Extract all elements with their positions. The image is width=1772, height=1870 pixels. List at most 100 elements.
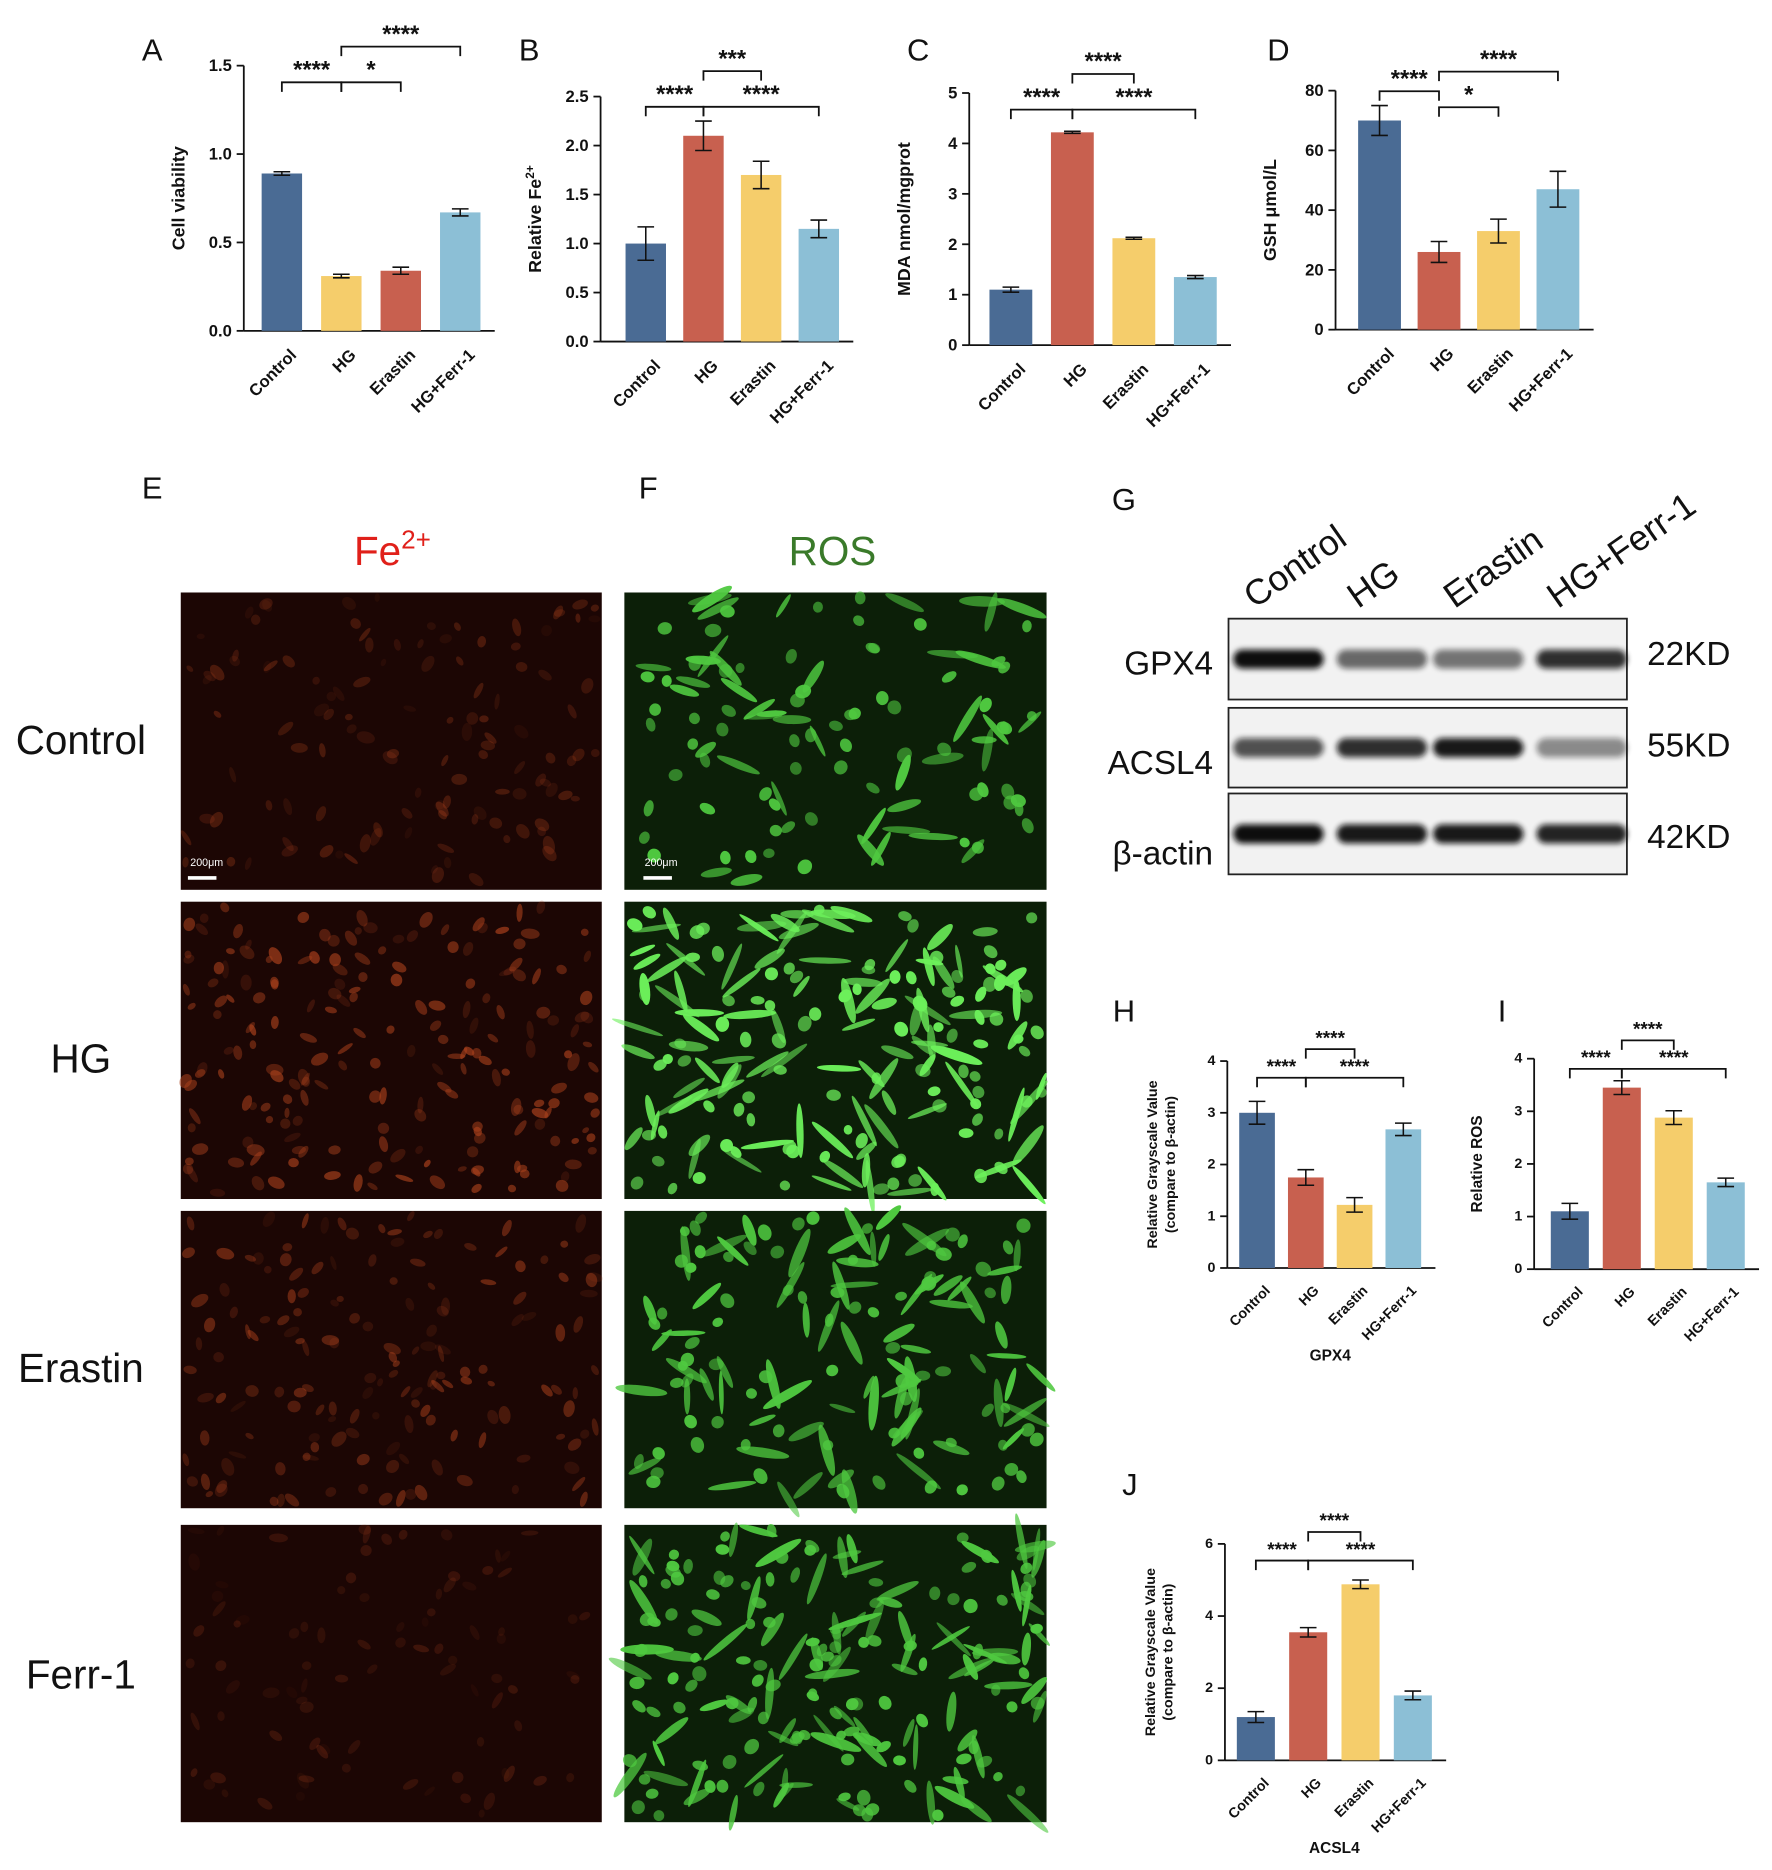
cell [628,1457,662,1475]
cell [802,660,825,693]
cell [945,1061,979,1108]
bar [440,212,481,331]
blot-band [1433,824,1524,844]
cell [263,660,278,672]
cell [638,1774,651,1785]
cell [216,1480,228,1493]
cell [572,748,585,762]
cell [991,1476,1005,1491]
cell [199,1430,210,1446]
cell [207,978,219,988]
cell [368,1254,377,1267]
blot-band [1433,738,1524,758]
cell [898,911,912,922]
cell [336,994,351,1007]
cell [723,1009,777,1020]
cell [229,655,240,667]
cell [665,1608,678,1621]
y-tick-label: 80 [1305,81,1324,100]
cell [789,970,804,984]
cell [386,1459,400,1474]
cell [516,823,530,839]
cell [280,1118,291,1129]
cell [420,1404,431,1417]
cell [958,1128,974,1138]
cell [608,1657,652,1680]
cell [553,605,564,620]
cell [692,585,732,613]
error-bar [1404,1690,1422,1701]
cell [202,675,212,685]
cell [813,904,825,915]
cell [362,1321,374,1332]
cell [392,961,407,973]
cell [913,618,927,631]
cell [690,1436,705,1453]
cell [778,1633,808,1680]
y-tick-label: 1 [1207,1208,1215,1224]
cell [652,1447,665,1460]
cell [477,636,487,648]
error-bar [810,219,828,239]
cell [905,971,917,985]
cell [995,959,1007,971]
cell [885,939,909,973]
cell [344,930,358,946]
cell [227,1157,245,1168]
cell [432,1063,444,1075]
cell [812,601,823,613]
cell [720,1293,735,1309]
cell [331,1431,347,1447]
cell [839,738,852,753]
cell [345,1427,360,1439]
cell [802,1302,810,1338]
cell [465,978,476,989]
cell [474,1132,486,1144]
cell [746,1051,789,1078]
cell [478,1809,485,1818]
cell [936,1622,971,1657]
cell [182,1163,194,1175]
cell [742,1091,756,1104]
bar [1173,277,1217,346]
significance-bracket [1438,106,1500,117]
cell [768,1730,799,1747]
cell [935,1366,952,1377]
cell [199,813,215,824]
cell [252,1252,264,1265]
cell [908,1174,922,1187]
cell [876,1580,919,1601]
cell [995,1321,1008,1349]
cell [1018,1667,1030,1680]
cell [627,918,643,932]
y-axis-label: Relative Grayscale Value [1145,1080,1161,1248]
cell [195,923,208,936]
y-tick-label: 4 [1205,1608,1213,1624]
cell [715,1016,730,1032]
cell [233,1045,243,1060]
y-axis-label-superscript: 2+ [523,165,537,179]
cell [336,1295,344,1303]
cell [680,1352,695,1367]
significance-label: **** [1659,1048,1689,1069]
bar [1289,1632,1328,1761]
cell [446,716,454,724]
blot-strip [1227,617,1628,701]
significance-bracket [702,70,763,81]
cell [235,1615,250,1625]
error-bar [1125,236,1143,241]
cell [494,693,500,710]
cell [455,656,464,666]
cell [182,983,190,996]
cell [194,1069,206,1078]
panel-label: G [1112,482,1136,517]
cell [225,1680,240,1694]
cell [821,1158,864,1189]
cell [750,995,765,1005]
cell [415,1145,424,1154]
cell [651,1155,665,1167]
cell [572,1387,578,1400]
y-axis-label: Relative Grayscale Value [1143,1568,1159,1736]
cell [324,1171,341,1180]
cell [350,618,361,629]
